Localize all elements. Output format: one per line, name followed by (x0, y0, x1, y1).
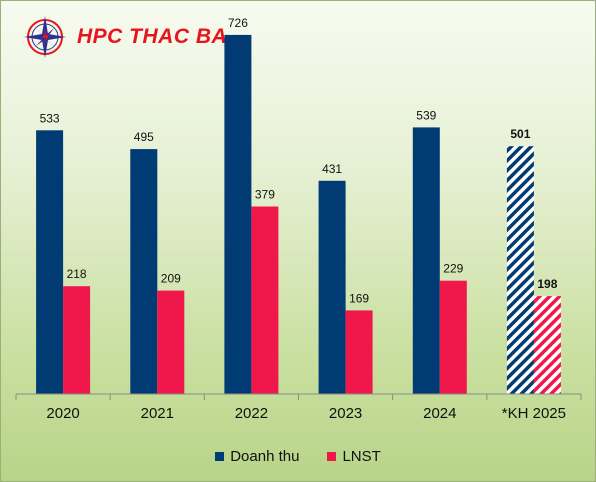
legend-label-doanh-thu: Doanh thu (230, 448, 300, 465)
value-label-doanh-thu-kh-2025: 501 (510, 127, 530, 141)
value-label-doanh-thu-2024: 539 (416, 108, 436, 122)
legend-swatch-lnst (327, 452, 337, 461)
value-label-lnst-2024: 229 (443, 262, 463, 276)
brand-name: HPC THAC BA (77, 25, 228, 48)
x-tick-label-2024: 2024 (423, 405, 456, 422)
value-label-lnst-2022: 379 (255, 188, 275, 202)
value-label-doanh-thu-2023: 431 (322, 162, 342, 176)
value-label-lnst-2020: 218 (67, 267, 87, 281)
bar-doanh-thu-2022 (224, 34, 252, 395)
value-label-lnst-2021: 209 (161, 272, 181, 286)
company-logo-icon (24, 16, 66, 58)
x-tick-label-2020: 2020 (46, 405, 79, 422)
value-label-doanh-thu-2021: 495 (134, 130, 154, 144)
x-tick-label-2021: 2021 (141, 405, 174, 422)
legend-item-lnst: LNST (327, 448, 381, 465)
bar-lnst-2020 (63, 286, 91, 394)
bar-doanh-thu-2023 (318, 180, 346, 394)
x-tick-label-kh-2025: *KH 2025 (502, 405, 566, 422)
bar-lnst-2024 (439, 280, 467, 394)
x-tick-label-2023: 2023 (329, 405, 362, 422)
legend-item-doanh-thu: Doanh thu (215, 448, 299, 465)
bar-doanh-thu-2024 (412, 127, 440, 395)
bar-doanh-thu-2020 (36, 130, 64, 395)
value-label-lnst-kh-2025: 198 (537, 277, 557, 291)
bar-lnst-2023 (345, 310, 373, 394)
bar-lnst-2021 (157, 290, 185, 394)
legend-swatch-doanh-thu (215, 452, 225, 461)
x-tick-label-2022: 2022 (235, 405, 268, 422)
bar-doanh-thu-2021 (130, 149, 158, 394)
value-label-doanh-thu-2020: 533 (40, 111, 60, 125)
legend: Doanh thu LNST (1, 448, 595, 465)
bar-doanh-thu-kh-2025 (506, 146, 534, 394)
legend-label-lnst: LNST (342, 448, 381, 465)
bar-lnst-2022 (251, 206, 279, 394)
value-label-lnst-2023: 169 (349, 291, 369, 305)
brand-header: HPC THAC BA (23, 15, 227, 59)
bar-lnst-kh-2025 (533, 296, 561, 394)
value-label-doanh-thu-2022: 726 (228, 16, 248, 30)
